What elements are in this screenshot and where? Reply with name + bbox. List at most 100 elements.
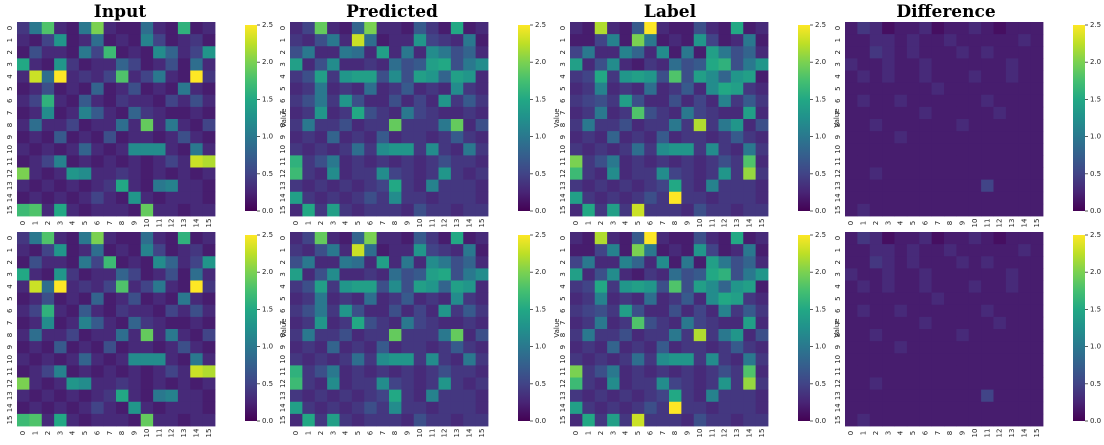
colorbar-tick-label: 2.5	[1090, 21, 1101, 29]
heatmap-cell-label	[570, 256, 583, 269]
heatmap-cell-predicted	[413, 70, 427, 84]
y-tick-label: 3	[834, 272, 842, 276]
heatmap-cell-difference	[1005, 389, 1019, 403]
heatmap-cell-predicted	[463, 119, 477, 132]
heatmap-cell-difference	[845, 106, 858, 120]
y-tick-label: 10	[559, 355, 567, 364]
heatmap-cell-difference	[857, 143, 871, 156]
heatmap-cell-input	[202, 155, 216, 168]
heatmap-cell-predicted	[450, 413, 464, 427]
heatmap-cell-predicted	[314, 94, 328, 108]
heatmap-cell-input	[165, 22, 179, 35]
heatmap-cell-label	[730, 58, 744, 71]
heatmap-cell-difference	[919, 256, 933, 269]
y-tick-label: 6	[559, 98, 567, 103]
heatmap-cell-difference	[1018, 203, 1032, 217]
heatmap-cell-label	[743, 34, 757, 47]
heatmap-cell-predicted	[314, 316, 328, 330]
heatmap-cell-predicted	[290, 155, 303, 168]
heatmap-cell-input	[54, 203, 67, 217]
heatmap-cell-difference	[869, 179, 883, 193]
heatmap-cell-difference	[956, 292, 970, 306]
heatmap-cell-input	[66, 244, 80, 257]
heatmap-cell-predicted	[475, 232, 489, 245]
heatmap-cell-input	[116, 292, 129, 306]
heatmap-cell-difference	[906, 155, 920, 168]
colorbar-label: Value	[833, 318, 841, 337]
y-tick-label: 2	[559, 260, 567, 264]
heatmap-cell-predicted	[450, 401, 464, 415]
heatmap-cell-difference	[869, 119, 883, 132]
heatmap-cell-difference	[1030, 329, 1044, 342]
x-tick-label: 4	[622, 430, 630, 435]
heatmap-cell-label	[718, 316, 732, 330]
heatmap-cell-predicted	[314, 389, 328, 403]
heatmap-cell-label	[644, 58, 658, 71]
heatmap-cell-label	[730, 22, 744, 35]
heatmap-cell-input	[202, 203, 216, 217]
heatmap-cell-difference	[869, 401, 883, 415]
heatmap-cell-predicted	[413, 106, 427, 120]
heatmap-cell-predicted	[290, 167, 303, 181]
heatmap-cell-difference	[869, 268, 883, 281]
heatmap-cell-difference	[981, 119, 994, 132]
heatmap-cell-label	[582, 94, 596, 108]
heatmap-cell-predicted	[351, 155, 365, 168]
heatmap-cell-label	[693, 94, 707, 108]
heatmap-cell-difference	[931, 203, 945, 217]
heatmap-cell-input	[29, 106, 43, 120]
heatmap-cell-predicted	[376, 58, 390, 71]
heatmap-cell-predicted	[339, 58, 353, 71]
x-tick-label: 9	[684, 221, 692, 225]
heatmap-cell-input	[103, 316, 117, 330]
heatmap-cell-difference	[981, 256, 994, 269]
heatmap-cell-label	[743, 268, 757, 281]
heatmap-cell-difference	[1018, 280, 1032, 294]
y-tick-label: 10	[6, 355, 14, 364]
heatmap-cell-input	[54, 244, 67, 257]
heatmap-cell-difference	[906, 131, 920, 144]
heatmap-cell-input	[190, 94, 204, 108]
heatmap-cell-difference	[1018, 268, 1032, 281]
heatmap-cell-difference	[869, 232, 883, 245]
heatmap-cell-label	[706, 155, 719, 168]
heatmap-cell-predicted	[438, 179, 452, 193]
heatmap-cell-input	[17, 377, 30, 391]
heatmap-cell-difference	[993, 191, 1007, 205]
heatmap-cell-label	[607, 191, 620, 205]
heatmap-cell-predicted	[314, 191, 328, 205]
heatmap-cell-predicted	[401, 304, 415, 318]
heatmap-cell-difference	[944, 401, 957, 415]
heatmap-cell-label	[718, 329, 732, 342]
colorbar-tick-label: 1.5	[262, 95, 273, 103]
heatmap-cell-label	[743, 143, 757, 156]
heatmap-cell-label	[681, 191, 695, 205]
colorbar-tick-label: 0.5	[1090, 170, 1101, 178]
heatmap-cell-label	[755, 365, 769, 378]
x-tick-label: 4	[342, 220, 350, 225]
heatmap-cell-predicted	[290, 46, 303, 59]
heatmap-cell-predicted	[450, 353, 464, 366]
heatmap-cell-predicted	[426, 256, 439, 269]
heatmap-cell-label	[669, 377, 682, 391]
heatmap-cell-difference	[919, 244, 933, 257]
heatmap-cell-input	[202, 244, 216, 257]
x-tick-label: 13	[453, 219, 461, 228]
x-tick-label: 6	[366, 220, 374, 225]
heatmap-cell-input	[54, 413, 67, 427]
heatmap-cell-label	[681, 413, 695, 427]
colorbar-tick-label: 1.0	[535, 133, 546, 141]
heatmap-cell-predicted	[413, 58, 427, 71]
heatmap-cell-label	[607, 167, 620, 181]
heatmap-cell-label	[594, 70, 608, 84]
x-tick-label: 5	[81, 221, 89, 225]
heatmap-cell-label	[656, 179, 670, 193]
heatmap-cell-label	[607, 316, 620, 330]
heatmap-cell-label	[607, 58, 620, 71]
heatmap-cell-label	[730, 106, 744, 120]
x-tick-label: 15	[478, 429, 486, 438]
heatmap-cell-label	[743, 413, 757, 427]
heatmap-cell-input	[78, 256, 92, 269]
heatmap-cell-difference	[857, 413, 871, 427]
heatmap-cell-difference	[882, 292, 895, 306]
